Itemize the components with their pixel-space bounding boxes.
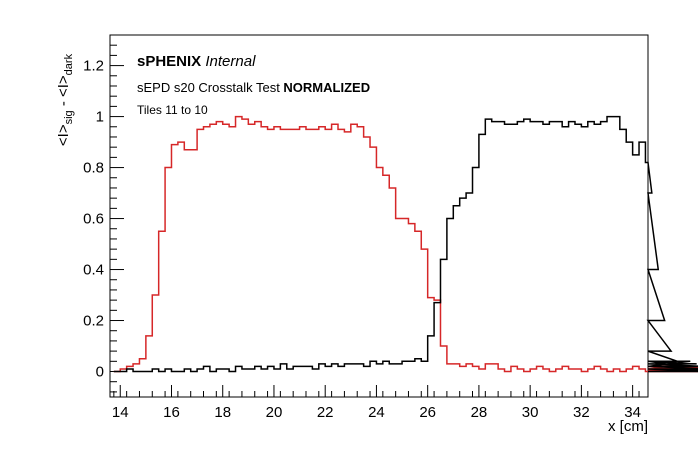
- y-tick-label: 0.4: [83, 262, 104, 279]
- x-tick-label: 26: [419, 404, 436, 421]
- x-axis-ticks: [113, 385, 640, 397]
- plot-frame: [109, 34, 649, 398]
- brand-italic: Internal: [201, 53, 256, 70]
- tiles-label: Tiles 11 to 10: [137, 103, 208, 117]
- y-tick-label: 0.2: [83, 313, 104, 330]
- y-tick-label: 0.6: [83, 211, 104, 228]
- series-line-1: [113, 115, 698, 373]
- x-tick-label: 28: [471, 404, 488, 421]
- x-tick-label: 14: [112, 404, 129, 421]
- test-bold: NORMALIZED: [283, 80, 370, 95]
- x-tick-label: 30: [522, 404, 539, 421]
- y-axis-tick-labels: 0 0.2 0.4 0.6 0.8 1 1.2: [83, 58, 104, 381]
- y-axis-ticks: [110, 44, 124, 393]
- x-axis-tick-labels: 14 16 18 20 22 24 26 28 30 32 34: [112, 404, 641, 421]
- series-line-2: [113, 115, 698, 373]
- y-tick-label: 0: [96, 364, 104, 381]
- series-layer: [113, 115, 698, 373]
- y-tick-label: 0.8: [83, 160, 104, 177]
- x-tick-label: 24: [368, 404, 385, 421]
- x-tick-label: 16: [163, 404, 180, 421]
- y-axis-title-part-1: <I>: [55, 124, 72, 146]
- brand-bold: sPHENIX: [137, 53, 201, 70]
- test-plain: sEPD s20 Crosstalk Test: [137, 80, 283, 95]
- x-tick-label: 32: [573, 404, 590, 421]
- x-axis-title: x [cm]: [608, 418, 648, 435]
- x-tick-label: 20: [266, 404, 283, 421]
- brand-label: sPHENIX Internal: [137, 53, 256, 70]
- y-axis-title: <I>sig - <I>dark: [55, 53, 75, 146]
- y-tick-label: 1: [96, 109, 104, 126]
- y-tick-label: 1.2: [83, 58, 104, 75]
- x-tick-label: 22: [317, 404, 334, 421]
- y-axis-title-sub-1: sig: [63, 110, 75, 124]
- x-tick-label: 34: [624, 404, 641, 421]
- test-label: sEPD s20 Crosstalk Test NORMALIZED: [137, 80, 370, 95]
- y-axis-title-sub-2: dark: [63, 53, 75, 75]
- x-tick-label: 18: [214, 404, 231, 421]
- y-axis-title-part-2: - <I>: [55, 75, 72, 110]
